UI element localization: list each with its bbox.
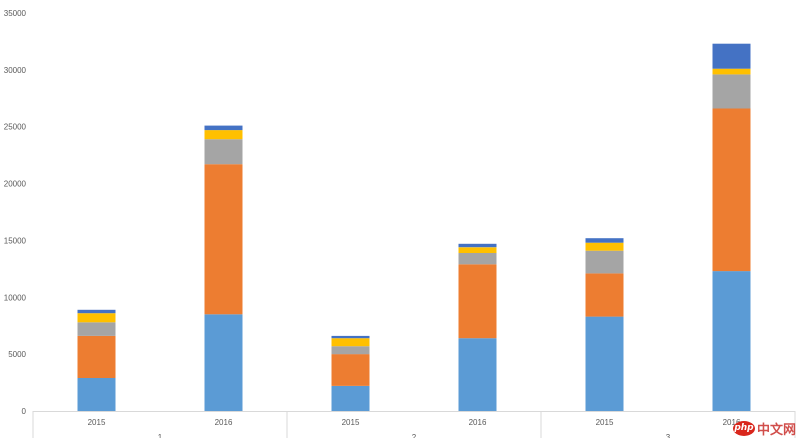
- x-group-label: 1: [158, 433, 163, 438]
- bar-segment: [77, 378, 116, 411]
- bar-segment: [458, 243, 497, 248]
- bar-segment: [77, 322, 116, 336]
- x-tick-label: 2015: [342, 418, 360, 427]
- bar-segment: [585, 273, 624, 317]
- bar-segment: [331, 346, 370, 355]
- bar-segment: [585, 242, 624, 251]
- y-axis: 0 5000 10000 15000 20000 25000 30000 35000: [4, 9, 27, 416]
- bar-segment: [458, 252, 497, 265]
- bar-segment: [585, 316, 624, 411]
- bar-segment: [204, 125, 243, 131]
- bar-segment: [77, 309, 116, 314]
- bar-segment: [204, 314, 243, 411]
- bars: [77, 43, 751, 411]
- y-tick-label: 20000: [4, 180, 27, 189]
- watermark-text: 中文网: [756, 422, 796, 438]
- bar-segment: [712, 68, 751, 75]
- bar-segment: [331, 338, 370, 347]
- bar-segment: [585, 238, 624, 243]
- x-group-label: 3: [666, 433, 671, 438]
- bar-segment: [204, 130, 243, 140]
- y-tick-label: 30000: [4, 66, 27, 75]
- bar-segment: [712, 74, 751, 109]
- x-tick-label: 2016: [469, 418, 487, 427]
- bar-segment: [204, 164, 243, 315]
- bar-segment: [77, 335, 116, 378]
- bar-segment: [204, 139, 243, 165]
- y-tick-label: 5000: [8, 350, 26, 359]
- y-tick-label: 25000: [4, 123, 27, 132]
- y-tick-label: 35000: [4, 9, 27, 18]
- x-tick-label: 2016: [723, 418, 741, 427]
- bar-segment: [458, 247, 497, 253]
- y-tick-label: 15000: [4, 236, 27, 245]
- bar-segment: [712, 108, 751, 272]
- x-tick-label: 2015: [596, 418, 614, 427]
- bar-segment: [458, 338, 497, 411]
- bar-segment: [712, 271, 751, 411]
- bar-segment: [331, 354, 370, 386]
- x-tick-label: 2015: [88, 418, 106, 427]
- bar-segment: [331, 386, 370, 411]
- y-tick-label: 10000: [4, 293, 27, 302]
- bar-segment: [712, 43, 751, 69]
- x-axis: 2015 2016 2015 2016 2015 2016 1 2 3: [32, 411, 796, 438]
- bar-segment: [77, 313, 116, 323]
- bar-segment: [331, 335, 370, 339]
- watermark-badge: php: [732, 420, 755, 436]
- watermark-logo: php 中文网: [732, 418, 796, 438]
- y-tick-label: 0: [22, 407, 27, 416]
- bar-segment: [458, 264, 497, 339]
- bar-segment: [585, 250, 624, 274]
- x-group-label: 2: [412, 433, 417, 438]
- x-tick-label: 2016: [215, 418, 233, 427]
